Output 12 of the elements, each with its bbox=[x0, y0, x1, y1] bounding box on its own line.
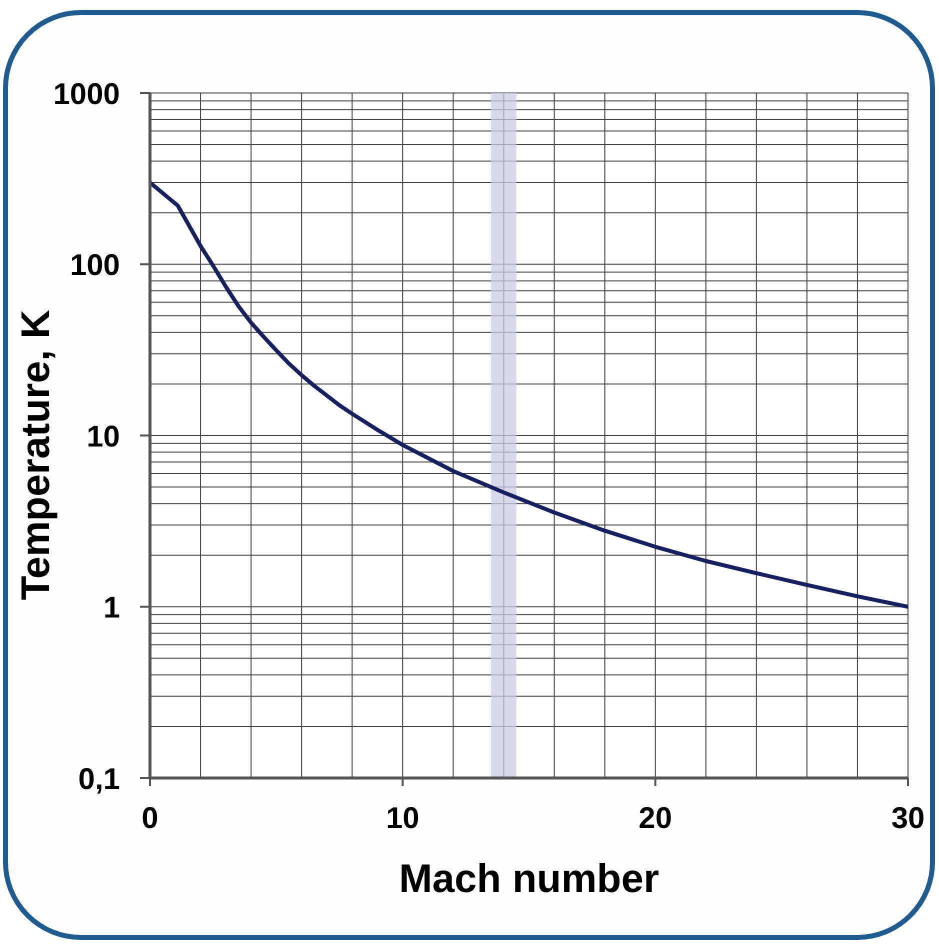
y-tick-label: 1000 bbox=[53, 78, 120, 111]
x-tick-label: 0 bbox=[142, 802, 158, 835]
y-tick-label: 1 bbox=[103, 592, 120, 625]
y-tick-label: 100 bbox=[70, 249, 120, 282]
x-axis-title: Mach number bbox=[398, 856, 660, 902]
x-tick-label: 30 bbox=[891, 802, 925, 835]
y-tick-label: 10 bbox=[86, 420, 120, 454]
y-axis-title: Temperature, K bbox=[13, 310, 59, 600]
line-series bbox=[150, 180, 908, 609]
x-tick-label: 20 bbox=[638, 802, 672, 835]
y-tick-label: 0,1 bbox=[78, 762, 120, 796]
x-tick-label: 10 bbox=[386, 802, 420, 835]
